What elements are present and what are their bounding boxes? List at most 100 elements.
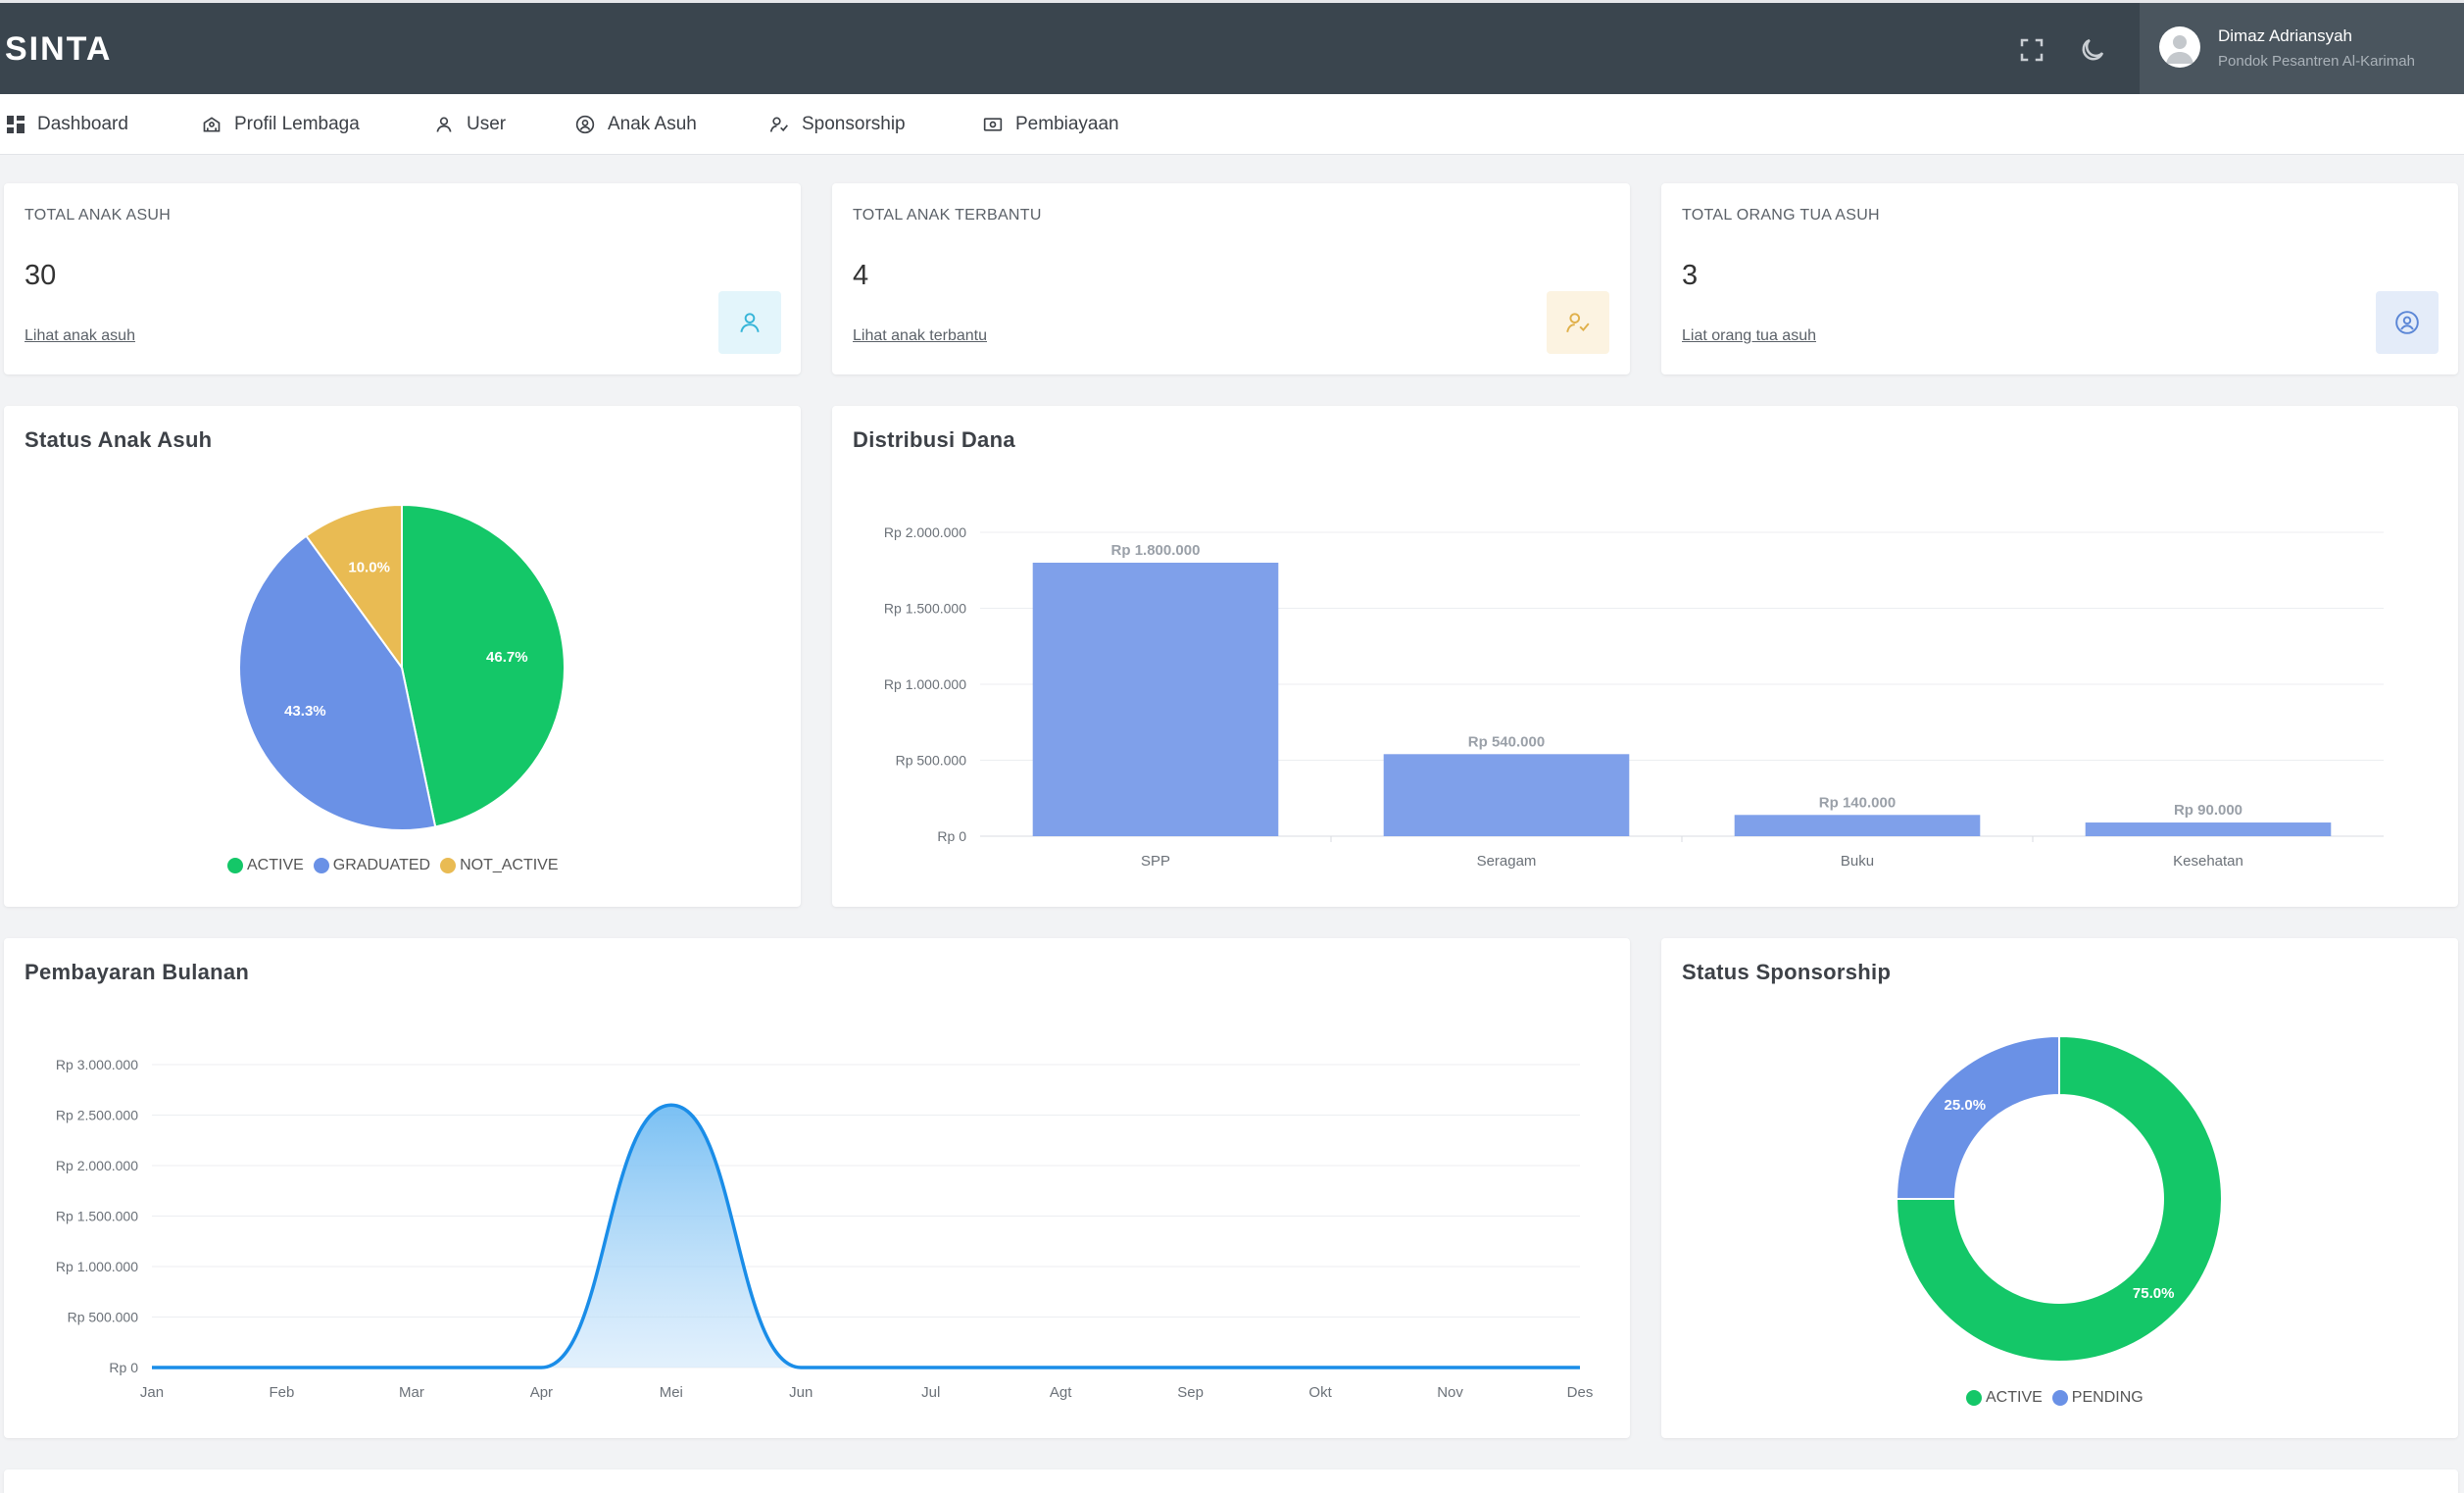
pembayaran-bulanan-card: Pembayaran Bulanan Rp 0 Rp 500.000 Rp 1.00… xyxy=(4,938,1630,1438)
user-organization: Pondok Pesantren Al-Karimah xyxy=(2218,53,2415,70)
stat-icon-box xyxy=(2376,291,2439,354)
legend-label: GRADUATED xyxy=(332,857,431,873)
distribusi-dana-card: Distribusi Dana Rp 0 Rp 500.000 Rp 1.000.0… xyxy=(832,406,2458,907)
pie-slice-active xyxy=(401,503,566,828)
moon-icon[interactable] xyxy=(2078,35,2107,65)
nav-label: Dashboard xyxy=(37,114,128,134)
stat-label: TOTAL ORANG TUA ASUH xyxy=(1682,207,1880,224)
nav-label: Sponsorship xyxy=(802,114,906,134)
user-menu[interactable]: Dimaz Adriansyah Pondok Pesantren Al-Kar… xyxy=(2140,3,2464,94)
legend-label: ACTIVE xyxy=(247,857,304,873)
x-tick-label: Jan xyxy=(140,1384,164,1401)
y-tick-label: Rp 1.000.000 xyxy=(884,676,966,692)
user-check-icon xyxy=(1566,313,1590,332)
user-check-icon xyxy=(769,117,788,132)
stat-icon-box xyxy=(1547,291,1609,354)
top-bar: SINTA Dimaz Adriansyah Pondok Pesantren … xyxy=(0,0,2464,94)
x-tick-label: Mar xyxy=(399,1384,424,1401)
status-anak-asuh-card: Status Anak Asuh 46.7% 43.3% 10.0% ACTIVE … xyxy=(4,406,801,907)
y-tick-label: Rp 1.500.000 xyxy=(56,1209,138,1224)
x-tick-label: Feb xyxy=(270,1384,295,1401)
stat-card-total-orang-tua-asuh: TOTAL ORANG TUA ASUH 3 Liat orang tua as… xyxy=(1661,183,2458,374)
stat-card-total-anak-terbantu: TOTAL ANAK TERBANTU 4 Lihat anak terbant… xyxy=(832,183,1630,374)
nav-label: Profil Lembaga xyxy=(234,114,360,134)
legend-item-graduated[interactable]: GRADUATED xyxy=(313,857,431,874)
x-tick-label: Agt xyxy=(1050,1384,1072,1401)
area-fill xyxy=(152,1105,1580,1368)
y-tick-label: Rp 1.500.000 xyxy=(884,601,966,617)
x-tick-label: Jul xyxy=(921,1384,940,1401)
x-tick-label: Apr xyxy=(530,1384,553,1401)
stat-icon-box xyxy=(718,291,781,354)
user-icon xyxy=(740,313,760,332)
y-tick-label: Rp 3.000.000 xyxy=(56,1057,138,1072)
x-tick-label: Nov xyxy=(1437,1384,1463,1401)
status-anak-asuh-chart: 46.7% 43.3% 10.0% xyxy=(238,503,566,831)
user-circle-icon xyxy=(2395,311,2419,334)
legend-item-pending[interactable]: PENDING xyxy=(2051,1389,2144,1407)
x-tick-label: Sep xyxy=(1177,1384,1204,1401)
money-icon xyxy=(983,118,1003,131)
bar-data-label: Rp 1.800.000 xyxy=(1111,542,1201,559)
nav-bar: Dashboard Profil Lembaga User Anak Asuh … xyxy=(0,94,2464,155)
stat-link[interactable]: Lihat anak asuh xyxy=(25,327,135,344)
y-tick-label: Rp 2.000.000 xyxy=(56,1158,138,1173)
stat-label: TOTAL ANAK ASUH xyxy=(25,207,172,224)
legend-dot xyxy=(227,858,243,873)
x-tick-label: SPP xyxy=(1141,853,1170,870)
nav-item-sponsorship[interactable]: Sponsorship xyxy=(769,94,906,155)
slice-label: 75.0% xyxy=(2133,1285,2175,1302)
y-tick-label: Rp 0 xyxy=(109,1360,138,1375)
legend-label: ACTIVE xyxy=(1986,1389,2043,1406)
stat-value: 3 xyxy=(1682,260,1699,291)
x-tick-label: Mei xyxy=(660,1384,683,1401)
nav-label: User xyxy=(467,114,507,134)
legend-dot xyxy=(2051,1390,2068,1406)
x-tick-label: Des xyxy=(1567,1384,1594,1401)
legend-label: NOT_ACTIVE xyxy=(460,857,559,873)
distribusi-dana-chart: Rp 0 Rp 500.000 Rp 1.000.000 Rp 1.500.000 Rp… xyxy=(884,524,2384,870)
legend-item-active[interactable]: ACTIVE xyxy=(227,857,304,874)
legend-label: PENDING xyxy=(2071,1389,2144,1406)
bar-data-label: Rp 140.000 xyxy=(1819,794,1896,811)
bar-spp xyxy=(1032,563,1279,836)
stat-value: 4 xyxy=(853,260,869,291)
bar-seragam xyxy=(1383,754,1630,836)
card-title: Distribusi Dana xyxy=(853,427,1015,452)
y-tick-label: Rp 2.000.000 xyxy=(884,524,966,540)
avatar xyxy=(2159,26,2200,68)
pembayaran-bulanan-chart: Rp 0 Rp 500.000 Rp 1.000.000 Rp 1.500.000 Rp… xyxy=(56,1057,1594,1401)
bar-buku xyxy=(1734,815,1981,836)
pie-slice-not_active xyxy=(305,503,403,672)
card-title: Pembayaran Bulanan xyxy=(25,960,250,984)
dashboard-icon xyxy=(7,116,25,133)
fullscreen-icon[interactable] xyxy=(2017,35,2046,65)
nav-item-dashboard[interactable]: Dashboard xyxy=(7,94,128,155)
card-title: Status Sponsorship xyxy=(1682,960,1892,984)
y-tick-label: Rp 1.000.000 xyxy=(56,1259,138,1274)
brand-logo[interactable]: SINTA xyxy=(5,30,113,68)
legend-item-active[interactable]: ACTIVE xyxy=(1966,1389,2043,1407)
x-tick-label: Jun xyxy=(789,1384,813,1401)
nav-item-user[interactable]: User xyxy=(434,94,506,155)
legend-dot xyxy=(440,858,457,873)
pie-slice-pending xyxy=(1895,1034,2060,1200)
y-tick-label: Rp 2.500.000 xyxy=(56,1108,138,1123)
stat-card-total-anak-asuh: TOTAL ANAK ASUH 30 Lihat anak asuh xyxy=(4,183,801,374)
pie-slice-graduated xyxy=(238,534,437,831)
nav-item-pembiayaan[interactable]: Pembiayaan xyxy=(983,94,1119,155)
slice-label: 10.0% xyxy=(348,559,390,575)
legend-item-not-active[interactable]: NOT_ACTIVE xyxy=(440,857,559,874)
slice-label: 46.7% xyxy=(486,649,528,666)
status-sponsorship-chart: 75.0% 25.0% xyxy=(1895,1034,2223,1363)
nav-item-profil-lembaga[interactable]: Profil Lembaga xyxy=(202,94,360,155)
stat-link[interactable]: Lihat anak terbantu xyxy=(853,327,987,344)
stat-link[interactable]: Liat orang tua asuh xyxy=(1682,327,1816,344)
nav-item-anak-asuh[interactable]: Anak Asuh xyxy=(575,94,697,155)
x-tick-label: Okt xyxy=(1308,1384,1332,1401)
nav-label: Anak Asuh xyxy=(608,114,697,134)
user-circle-icon xyxy=(575,115,595,134)
bar-kesehatan xyxy=(2085,822,2332,836)
pie-legend: ACTIVE GRADUATED NOT_ACTIVE xyxy=(227,857,568,874)
avatar-icon xyxy=(2166,35,2193,64)
